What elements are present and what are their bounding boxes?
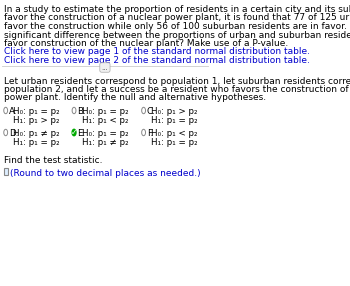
Text: population 2, and let a success be a resident who favors the construction of a n: population 2, and let a success be a res… <box>4 85 350 94</box>
Text: A.: A. <box>9 107 18 116</box>
Text: H₀: p₁ > p₂: H₀: p₁ > p₂ <box>151 107 198 116</box>
Text: favor the construction while only 56 of 100 suburban residents are in favor. Is : favor the construction while only 56 of … <box>4 22 350 31</box>
Text: favor the construction of a nuclear power plant, it is found that 77 of 125 urba: favor the construction of a nuclear powe… <box>4 13 350 23</box>
Text: ...: ... <box>102 65 108 71</box>
Text: H₁: p₁ = p₂: H₁: p₁ = p₂ <box>151 116 198 125</box>
Text: favor construction of the nuclear plant? Make use of a P-value.: favor construction of the nuclear plant?… <box>4 39 288 48</box>
Text: Let urban residents correspond to population 1, let suburban residents correspon: Let urban residents correspond to popula… <box>4 76 350 86</box>
Text: H₀: p₁ = p₂: H₀: p₁ = p₂ <box>82 107 128 116</box>
Text: H₁: p₁ < p₂: H₁: p₁ < p₂ <box>82 116 128 125</box>
Text: In a study to estimate the proportion of residents in a certain city and its sub: In a study to estimate the proportion of… <box>4 5 350 14</box>
Circle shape <box>72 129 76 136</box>
Text: H₁: p₁ > p₂: H₁: p₁ > p₂ <box>13 116 60 125</box>
Text: H₁: p₁ = p₂: H₁: p₁ = p₂ <box>13 138 60 147</box>
Text: H₁: p₁ = p₂: H₁: p₁ = p₂ <box>151 138 198 147</box>
Text: E.: E. <box>77 129 85 138</box>
Text: H₀: p₁ = p₂: H₀: p₁ = p₂ <box>82 129 128 138</box>
Text: Find the test statistic.: Find the test statistic. <box>4 156 102 165</box>
Text: H₁: p₁ ≠ p₂: H₁: p₁ ≠ p₂ <box>82 138 128 147</box>
Text: Click here to view page 2 of the standard normal distribution table.: Click here to view page 2 of the standar… <box>4 56 309 65</box>
Text: H₀: p₁ = p₂: H₀: p₁ = p₂ <box>13 107 60 116</box>
Text: D.: D. <box>9 129 18 138</box>
Text: power plant. Identify the null and alternative hypotheses.: power plant. Identify the null and alter… <box>4 94 266 102</box>
Text: ✓: ✓ <box>71 128 77 137</box>
Text: C.: C. <box>147 107 156 116</box>
Text: F.: F. <box>147 129 153 138</box>
Text: (Round to two decimal places as needed.): (Round to two decimal places as needed.) <box>9 168 200 178</box>
FancyBboxPatch shape <box>4 168 8 174</box>
Text: H₀: p₁ < p₂: H₀: p₁ < p₂ <box>151 129 198 138</box>
Text: significant difference between the proportions of urban and suburban residents w: significant difference between the propo… <box>4 31 350 39</box>
Text: H₀: p₁ ≠ p₂: H₀: p₁ ≠ p₂ <box>13 129 60 138</box>
Text: Click here to view page 1 of the standard normal distribution table.: Click here to view page 1 of the standar… <box>4 47 310 57</box>
Text: B.: B. <box>77 107 86 116</box>
